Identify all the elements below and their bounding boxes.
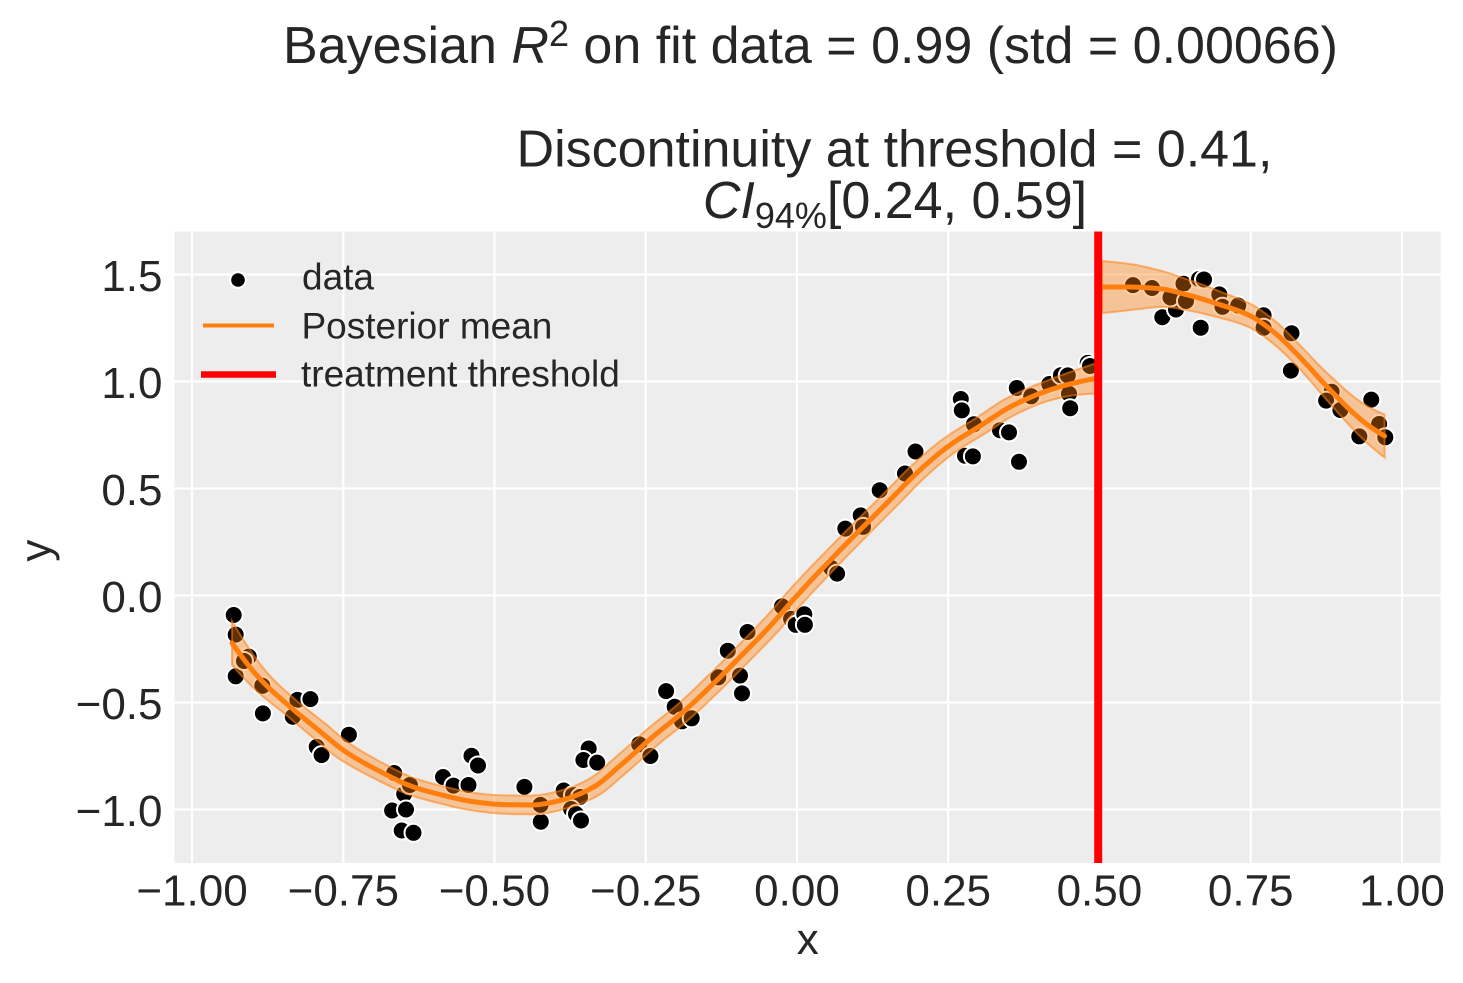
- svg-text:−0.75: −0.75: [288, 866, 399, 915]
- svg-text:0.00: 0.00: [754, 866, 840, 915]
- svg-text:0.50: 0.50: [1057, 866, 1143, 915]
- svg-text:−0.25: −0.25: [590, 866, 701, 915]
- svg-text:−1.0: −1.0: [76, 787, 163, 836]
- svg-text:0.0: 0.0: [101, 573, 162, 622]
- svg-text:−1.00: −1.00: [136, 866, 247, 915]
- svg-text:1.00: 1.00: [1359, 866, 1445, 915]
- svg-text:CI94%[0.24, 0.59]: CI94%[0.24, 0.59]: [703, 172, 1087, 236]
- svg-text:1.0: 1.0: [101, 359, 162, 408]
- svg-text:0.25: 0.25: [905, 866, 991, 915]
- svg-text:data: data: [302, 257, 374, 298]
- svg-text:0.75: 0.75: [1208, 866, 1294, 915]
- svg-text:Posterior mean: Posterior mean: [302, 306, 553, 347]
- svg-text:0.5: 0.5: [101, 466, 162, 515]
- svg-text:Bayesian R2 on fit data = 0.99: Bayesian R2 on fit data = 0.99 (std = 0.…: [283, 13, 1338, 75]
- svg-text:−0.5: −0.5: [76, 680, 163, 729]
- svg-text:1.5: 1.5: [101, 252, 162, 301]
- svg-text:x: x: [797, 915, 819, 964]
- svg-text:Discontinuity at threshold = 0: Discontinuity at threshold = 0.41,: [517, 121, 1273, 179]
- svg-text:−0.50: −0.50: [439, 866, 550, 915]
- svg-text:y: y: [12, 540, 61, 562]
- svg-text:treatment threshold: treatment threshold: [301, 354, 620, 395]
